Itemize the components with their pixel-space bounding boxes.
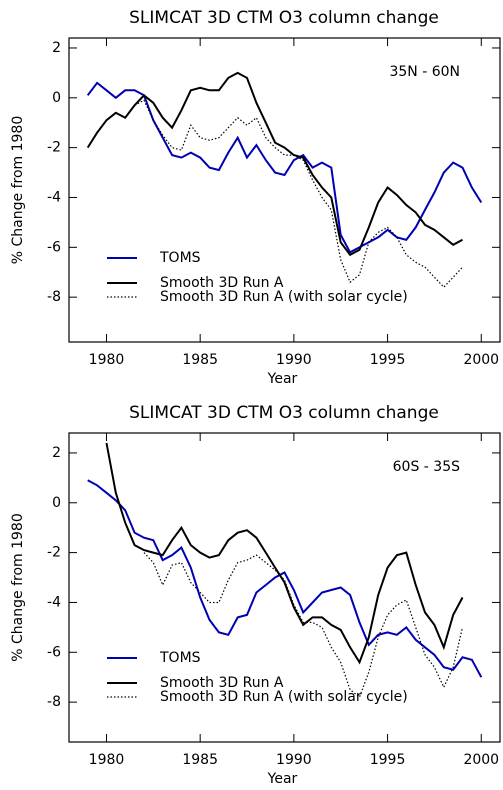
y-tick-label: -8 [47,694,61,710]
y-tick-label: -8 [47,289,61,305]
annotation: 60S - 35S [393,459,460,475]
y-axis-label: % Change from 1980 [10,513,26,661]
data-line [105,442,464,665]
y-tick-label: 2 [52,40,61,56]
legend-label: TOMS [159,650,201,666]
legend-label: Smooth 3D Run A (with solar cycle) [160,289,408,305]
y-tick-label: -2 [47,545,61,561]
data-line [87,479,483,678]
x-axis-label: Year [267,371,298,387]
y-tick-label: -4 [47,594,61,610]
x-tick-label: 1985 [182,752,218,768]
chart-title: SLIMCAT 3D CTM O3 column change [129,8,439,28]
x-tick-label: 1990 [276,352,312,368]
x-tick-label: 1980 [89,752,125,768]
x-axis-label: Year [267,771,298,787]
y-tick-label: -4 [47,189,61,205]
x-tick-label: 1995 [370,352,406,368]
data-line [143,552,464,699]
y-axis-label: % Change from 1980 [10,116,26,264]
x-tick-label: 1990 [276,752,312,768]
x-tick-label: 1980 [89,352,125,368]
y-tick-label: -6 [47,644,61,660]
chart-title: SLIMCAT 3D CTM O3 column change [129,403,439,423]
legend-label: TOMS [159,250,201,266]
y-tick-label: 2 [52,445,61,461]
x-tick-label: 2000 [463,352,499,368]
data-line [134,99,463,289]
legend-label: Smooth 3D Run A [160,675,284,691]
y-tick-label: 0 [52,90,61,106]
legend-label: Smooth 3D Run A [160,275,284,291]
y-tick-label: 0 [52,495,61,511]
y-tick-label: -2 [47,140,61,156]
x-tick-label: 1995 [370,752,406,768]
data-line [86,71,463,257]
x-tick-label: 2000 [463,752,499,768]
y-tick-label: -6 [47,239,61,255]
legend-label: Smooth 3D Run A (with solar cycle) [160,689,408,705]
annotation: 35N - 60N [389,64,460,80]
x-tick-label: 1985 [182,352,218,368]
data-line [86,81,483,254]
plot-frame [68,37,501,343]
plot-frame [68,432,501,743]
